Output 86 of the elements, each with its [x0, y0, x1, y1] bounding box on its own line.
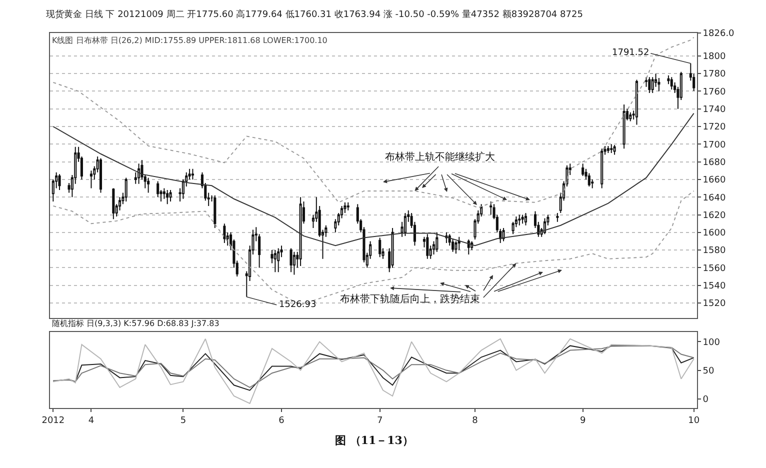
annotation: 1791.52	[612, 48, 650, 58]
candlestick	[458, 236, 460, 251]
annotation: 布林带下轨随后向上，跌势结束	[340, 293, 480, 305]
candlestick	[436, 232, 438, 252]
candlestick	[90, 170, 93, 189]
candlestick	[467, 238, 470, 255]
candlestick	[191, 168, 194, 180]
candlestick	[99, 158, 102, 194]
candlestick	[521, 214, 524, 224]
candlestick	[391, 228, 394, 268]
x-tick-label: 6	[278, 416, 285, 426]
candlestick	[378, 237, 382, 258]
chart-subtitle: K线图 日布林带 日(26,2) MID:1755.89 UPPER:1811.68 LOWER:1700.10	[52, 36, 328, 45]
annotation: 布林带上轨不能继续扩大	[385, 151, 495, 163]
chart-title: 随机指标 日(9,3,3) K:57.96 D:68.83 J:37.83	[52, 319, 220, 328]
x-tick-label: 8	[472, 416, 478, 426]
candlestick	[490, 201, 492, 216]
candlestick	[556, 212, 559, 222]
candlestick	[613, 144, 616, 156]
y-tick-label: 1760	[702, 87, 726, 98]
candlestick	[138, 163, 140, 184]
candlestick	[524, 212, 528, 226]
x-tick-label: 2012	[42, 416, 65, 426]
candlestick	[670, 76, 673, 90]
candlestick	[223, 223, 226, 244]
candlestick	[622, 104, 626, 150]
line-series	[52, 190, 694, 306]
candlestick	[502, 228, 505, 242]
annotation: 1526.93	[279, 300, 316, 310]
y-tick-label: 1560	[702, 264, 726, 274]
candlestick	[112, 188, 115, 220]
candlestick	[147, 177, 150, 194]
candlestick	[290, 248, 292, 273]
candlestick	[454, 240, 458, 254]
y-tick-label: 100	[702, 338, 720, 348]
y-tick-label: 1826.0	[702, 29, 735, 40]
candlestick	[292, 251, 296, 276]
candlestick	[277, 248, 280, 273]
candlestick	[600, 148, 604, 189]
candlestick	[346, 202, 350, 211]
y-tick-label: 1680	[702, 158, 726, 168]
candlestick	[543, 218, 546, 235]
candlestick	[58, 174, 61, 191]
y-tick-label: 1660	[702, 176, 726, 186]
y-tick-label: 1700	[702, 140, 726, 150]
y-tick-label: 1540	[702, 282, 726, 292]
text: 图 （11－13）	[335, 434, 414, 447]
candlestick	[156, 180, 160, 198]
candlestick	[518, 214, 521, 226]
candlestick	[648, 76, 651, 94]
candlestick	[404, 212, 406, 236]
candlestick	[658, 78, 660, 92]
y-tick-label: 1600	[702, 228, 726, 239]
candlestick	[629, 112, 632, 122]
candlestick	[214, 194, 216, 228]
candlestick	[651, 76, 654, 94]
line-series	[52, 338, 694, 404]
y-tick-label: 1640	[702, 193, 726, 204]
y-tick-label: 1740	[702, 105, 726, 116]
candlestick	[426, 234, 429, 260]
y-tick-label: 1780	[702, 70, 726, 80]
y-tick-label: 1720	[702, 122, 726, 133]
candlestick	[299, 196, 302, 266]
candlestick	[124, 177, 128, 202]
y-tick-label: 50	[702, 366, 715, 376]
y-tick-label: 1800	[702, 52, 726, 62]
y-tick-label: 0	[702, 395, 709, 406]
candlestick	[166, 190, 169, 205]
candlestick	[169, 190, 172, 202]
x-tick-label: 4	[88, 416, 94, 426]
chart-title: 现货黄金 日线 下 20121009 周二 开1775.60 高1779.64 低1760.31 收1763.94 涨 -10.50 -0.59% 量47352 额83928704 8725	[46, 9, 583, 20]
y-tick-label: 1580	[702, 246, 726, 256]
candlestick	[606, 145, 610, 154]
y-tick-label: 1520	[702, 299, 726, 310]
x-tick-label: 7	[376, 416, 383, 426]
x-tick-label: 5	[180, 416, 186, 426]
line-series	[52, 36, 694, 208]
candlestick	[610, 144, 613, 154]
y-tick-label: 1620	[702, 210, 726, 221]
line-series	[52, 112, 694, 246]
candlestick	[588, 172, 590, 188]
candlestick	[635, 79, 638, 126]
candlestick	[274, 250, 276, 273]
x-tick-label: 10	[688, 416, 700, 426]
candlestick	[582, 163, 584, 176]
x-tick-label: 9	[580, 416, 586, 426]
